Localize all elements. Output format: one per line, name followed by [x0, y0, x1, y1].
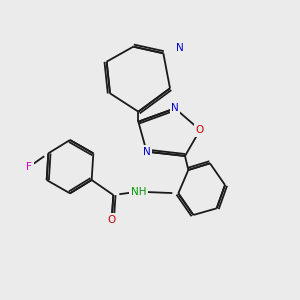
Text: N: N	[143, 147, 151, 157]
Text: N: N	[171, 103, 179, 113]
Text: O: O	[107, 215, 116, 225]
Text: O: O	[196, 125, 204, 135]
Text: F: F	[26, 162, 32, 172]
Text: NH: NH	[130, 187, 146, 197]
Text: N: N	[176, 43, 184, 53]
